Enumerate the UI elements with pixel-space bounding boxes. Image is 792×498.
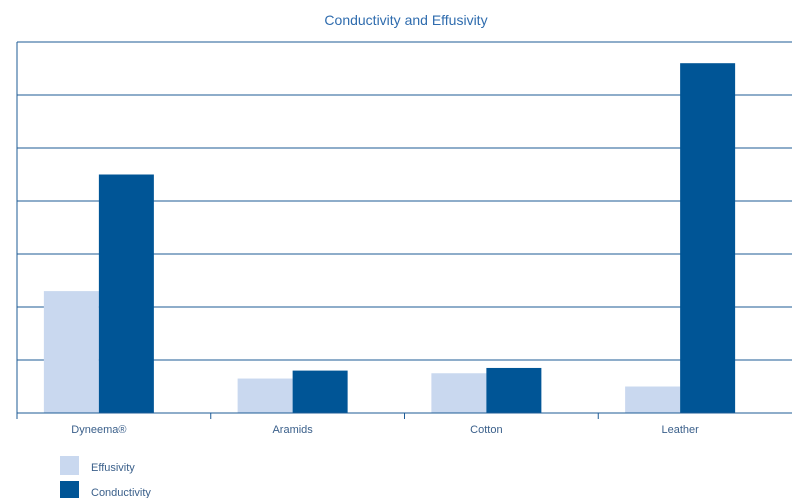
category-label: Leather	[661, 424, 699, 436]
category-label: Cotton	[470, 424, 502, 436]
bar-effusivity-3	[431, 373, 487, 413]
legend-label: Conductivity	[91, 487, 151, 498]
legend-swatch	[60, 481, 79, 498]
legend-swatch	[60, 456, 79, 475]
bars	[43, 63, 736, 413]
bar-conductivity-2	[292, 370, 348, 413]
category-label: Dyneema®	[71, 424, 126, 436]
category-labels: Dyneema® Aramids Cotton Leather	[71, 424, 699, 436]
bar-conductivity-3	[486, 367, 542, 413]
chart-title: Conductivity and Effusivity	[324, 12, 487, 28]
bar-effusivity-2	[237, 378, 293, 413]
category-label: Aramids	[272, 424, 313, 436]
bar-conductivity-1	[98, 174, 154, 413]
x-axis	[16, 42, 792, 419]
bar-effusivity-4	[625, 386, 681, 413]
legend-label: Effusivity	[91, 462, 135, 474]
legend: Effusivity Conductivity	[60, 456, 151, 498]
bar-conductivity-4	[680, 63, 736, 413]
bar-effusivity-1	[43, 291, 99, 413]
